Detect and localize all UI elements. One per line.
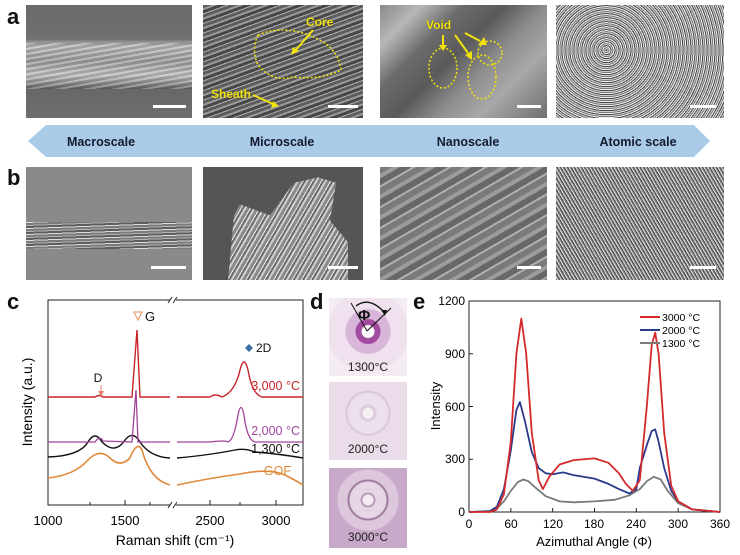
scale-bar: [328, 266, 358, 269]
scale-bar: [151, 266, 186, 269]
panel-b-label: b: [7, 165, 21, 190]
scale-label-macroscale: Macroscale: [66, 135, 136, 149]
svg-text:900: 900: [445, 347, 465, 361]
svg-text:240: 240: [626, 517, 646, 531]
phi-symbol: Φ: [358, 307, 371, 324]
core-annotation: Core: [306, 15, 334, 29]
sem-image-wrinkles: [380, 167, 547, 280]
legend-1300: 1300 °C: [662, 338, 700, 350]
svg-text:0: 0: [466, 517, 473, 531]
tile-label-3000: 3000°C: [347, 530, 389, 544]
saxs-pattern-2000: 2000°C: [329, 382, 407, 460]
length-scale-arrow: [28, 125, 710, 157]
svg-text:1200: 1200: [438, 294, 465, 308]
tem-image-amorphous: [556, 5, 724, 118]
saxs-pattern-1300: Φ 1300°C: [329, 298, 407, 376]
scale-bar: [517, 105, 541, 108]
series-label-1300: 1,300 °C: [251, 442, 300, 456]
series-label-2000: 2,000 °C: [251, 424, 300, 438]
svg-text:G: G: [145, 309, 155, 324]
raman-spectra-chart: G D 2D 3,000 °C 2,000 °C 1,300 °C GOF 10…: [19, 295, 304, 548]
scale-label-atomic: Atomic scale: [599, 135, 677, 149]
panel-d-label: d: [310, 289, 324, 314]
svg-text:600: 600: [445, 400, 465, 414]
sem-image-fiber: [26, 167, 192, 280]
scale-bar: [690, 105, 716, 108]
svg-text:300: 300: [445, 452, 465, 466]
tile-label-2000: 2000°C: [347, 442, 389, 456]
y-axis-label: Intensity: [428, 381, 443, 430]
svg-text:360: 360: [710, 517, 730, 531]
svg-text:120: 120: [543, 517, 563, 531]
scale-bar: [517, 266, 541, 269]
panel-c-label: c: [7, 289, 20, 314]
series-line: [468, 401, 721, 513]
azimuthal-intensity-chart: 0 300 600 900 1200 0 60 120 180 240 300 …: [428, 294, 730, 549]
series-line: [469, 317, 721, 513]
svg-text:1500: 1500: [111, 513, 140, 528]
x-axis-label: Raman shift (cm⁻¹): [116, 532, 235, 548]
sheath-annotation: Sheath: [211, 87, 252, 101]
svg-text:D: D: [94, 371, 103, 385]
scale-label-nanoscale: Nanoscale: [436, 135, 500, 149]
svg-text:0: 0: [458, 505, 465, 519]
panel-e-label: e: [413, 289, 426, 314]
legend: 3000 °C 2000 °C 1300 °C: [640, 312, 700, 350]
x-axis-label: Azimuthal Angle (Φ): [536, 534, 652, 549]
sem-image-voids: Void: [380, 5, 547, 118]
svg-text:2D: 2D: [256, 341, 272, 355]
series-label-gof: GOF: [264, 464, 291, 478]
svg-text:3000: 3000: [262, 513, 291, 528]
saxs-pattern-3000: 3000°C: [329, 468, 407, 548]
sem-image-core-sheath: Core Sheath: [203, 5, 363, 118]
tem-image-lattice: [556, 167, 724, 280]
scale-label-microscale: Microscale: [249, 135, 315, 149]
scale-bar: [153, 105, 186, 108]
svg-text:60: 60: [504, 517, 518, 531]
sem-image-macroscale: [26, 5, 192, 118]
scale-bar: [690, 266, 716, 269]
svg-text:180: 180: [584, 517, 604, 531]
y-axis-label: Intensity (a.u.): [19, 358, 35, 447]
series-line: [468, 475, 721, 513]
legend-2000: 2000 °C: [662, 325, 700, 337]
svg-text:2500: 2500: [196, 513, 225, 528]
tile-label-1300: 1300°C: [347, 360, 389, 374]
panel-a-label: a: [7, 4, 20, 29]
scale-bar: [328, 105, 358, 108]
sem-image-cross-section: [203, 167, 363, 280]
svg-text:1000: 1000: [34, 513, 63, 528]
void-annotation: Void: [426, 18, 452, 32]
legend-3000: 3000 °C: [662, 312, 700, 324]
svg-text:300: 300: [668, 517, 688, 531]
series-label-3000: 3,000 °C: [251, 379, 300, 393]
